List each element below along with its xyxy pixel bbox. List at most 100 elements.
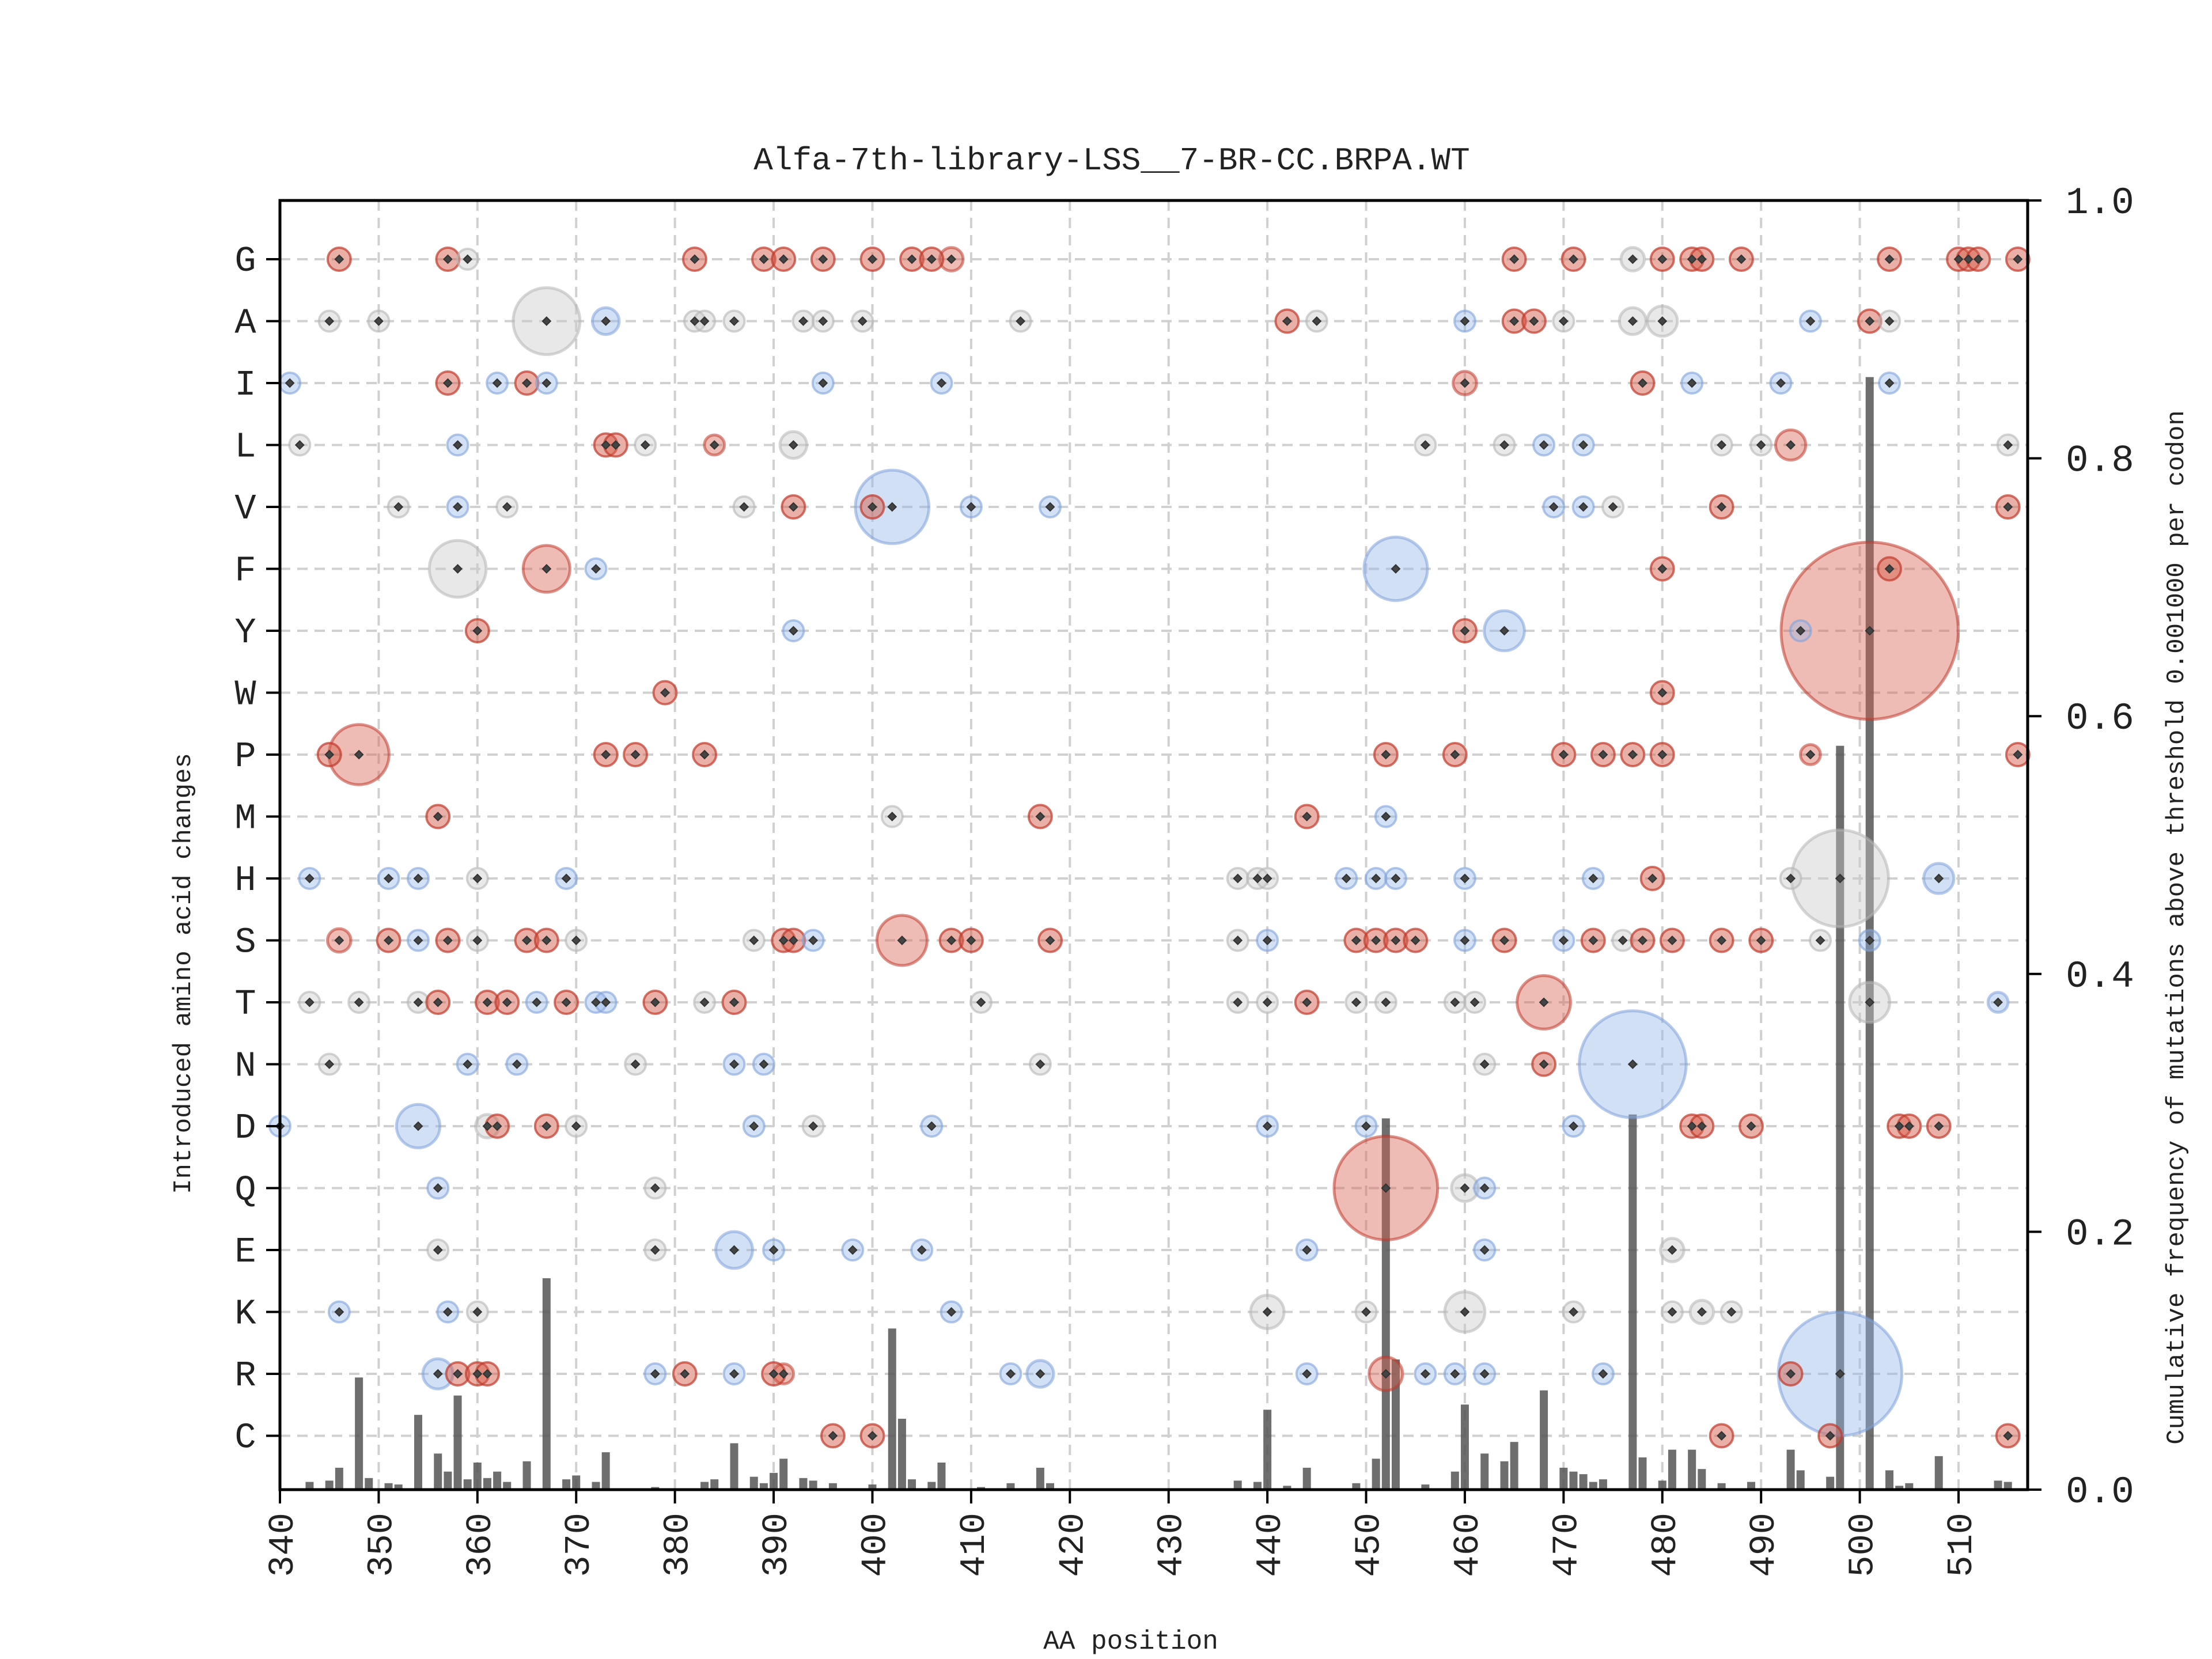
position-marker: [1786, 440, 1796, 450]
position-marker: [1420, 440, 1430, 450]
position-marker: [1312, 316, 1322, 326]
position-marker: [768, 1369, 779, 1379]
position-marker: [463, 254, 473, 264]
y-tick-label: H: [234, 860, 256, 901]
position-marker: [1450, 997, 1460, 1007]
position-marker: [2003, 502, 2013, 512]
position-marker: [324, 1059, 335, 1069]
y-tick-label: C: [234, 1418, 256, 1459]
frequency-bar: [1786, 1449, 1795, 1490]
position-marker: [413, 935, 423, 945]
position-marker: [433, 1369, 443, 1379]
y-tick-label: V: [234, 488, 256, 529]
y-tick-label: G: [234, 241, 256, 282]
position-marker: [1282, 316, 1292, 326]
x-tick-label: 420: [1052, 1513, 1093, 1577]
position-marker: [1657, 749, 1668, 760]
position-marker: [1233, 997, 1243, 1007]
frequency-bar: [1865, 377, 1874, 1490]
position-marker: [512, 1059, 522, 1069]
position-marker: [1371, 935, 1381, 945]
position-marker: [433, 1183, 443, 1193]
frequency-bar: [1372, 1459, 1380, 1490]
position-marker: [285, 378, 295, 388]
frequency-bar: [1559, 1467, 1568, 1490]
position-marker: [1835, 1369, 1845, 1379]
position-marker: [2013, 254, 2023, 264]
position-marker: [1233, 873, 1243, 884]
position-marker: [1351, 935, 1361, 945]
position-marker: [759, 254, 769, 264]
frequency-bar: [1934, 1456, 1943, 1490]
position-marker: [1578, 440, 1589, 450]
frequency-bar: [1895, 1486, 1904, 1490]
position-marker: [1717, 502, 1727, 512]
position-marker: [2013, 749, 2023, 760]
frequency-bar: [1283, 1486, 1291, 1490]
position-marker: [1934, 873, 1944, 884]
position-marker: [1509, 316, 1520, 326]
position-marker: [887, 812, 897, 821]
position-marker: [868, 254, 877, 264]
position-marker: [1786, 1369, 1796, 1379]
y-tick-label: Q: [234, 1170, 256, 1211]
frequency-bar: [453, 1395, 462, 1490]
position-marker: [650, 1183, 660, 1193]
position-marker: [1756, 935, 1766, 945]
position-marker: [1410, 935, 1421, 945]
position-marker: [472, 626, 483, 636]
x-tick-label: 390: [756, 1513, 797, 1577]
position-marker: [1657, 564, 1668, 574]
position-marker: [1696, 1307, 1707, 1317]
position-marker: [541, 316, 552, 326]
position-marker: [1696, 1121, 1707, 1131]
position-marker: [1786, 873, 1796, 884]
y-axis-label: Introduced amino acid changes: [169, 753, 198, 1194]
position-marker: [778, 254, 789, 264]
position-marker: [334, 1307, 344, 1317]
position-marker: [1262, 935, 1272, 945]
position-marker: [1529, 316, 1539, 326]
position-marker: [1302, 1369, 1312, 1379]
position-marker: [482, 1369, 493, 1379]
frequency-bar: [522, 1461, 531, 1490]
position-marker: [1302, 812, 1312, 821]
frequency-bar: [710, 1479, 719, 1490]
position-marker: [1657, 316, 1668, 326]
y-tick-label: E: [234, 1232, 256, 1272]
position-marker: [1539, 997, 1549, 1007]
position-marker: [305, 873, 315, 884]
position-marker: [1361, 1121, 1371, 1131]
y-tick-label: R: [234, 1355, 256, 1396]
position-marker: [1588, 873, 1599, 884]
position-marker: [1627, 254, 1638, 264]
position-marker: [492, 1121, 502, 1131]
position-marker: [1667, 1307, 1677, 1317]
position-marker: [976, 997, 986, 1007]
position-marker: [946, 935, 957, 945]
position-marker: [690, 316, 700, 326]
position-marker: [1598, 1369, 1608, 1379]
y-tick-label: L: [234, 427, 256, 468]
frequency-bar: [1638, 1457, 1647, 1490]
position-marker: [522, 378, 532, 388]
frequency-bar: [1698, 1469, 1706, 1490]
position-marker: [1460, 626, 1470, 636]
x-tick-label: 470: [1546, 1513, 1587, 1577]
position-marker: [1657, 688, 1668, 698]
frequency-bar: [1826, 1476, 1835, 1490]
position-marker: [749, 935, 759, 945]
frequency-bar: [1540, 1390, 1548, 1490]
position-marker: [1302, 1245, 1312, 1255]
frequency-bar: [384, 1483, 393, 1490]
position-marker: [453, 502, 463, 512]
x-tick-label: 370: [559, 1513, 600, 1577]
position-marker: [1035, 1369, 1046, 1379]
y2-tick-label: 0.0: [2066, 1471, 2134, 1514]
position-marker: [1479, 1369, 1490, 1379]
frequency-bar: [503, 1482, 512, 1490]
frequency-bar: [779, 1459, 788, 1490]
y-tick-label: F: [234, 551, 256, 592]
position-marker: [1479, 1059, 1490, 1069]
position-marker: [413, 873, 423, 884]
